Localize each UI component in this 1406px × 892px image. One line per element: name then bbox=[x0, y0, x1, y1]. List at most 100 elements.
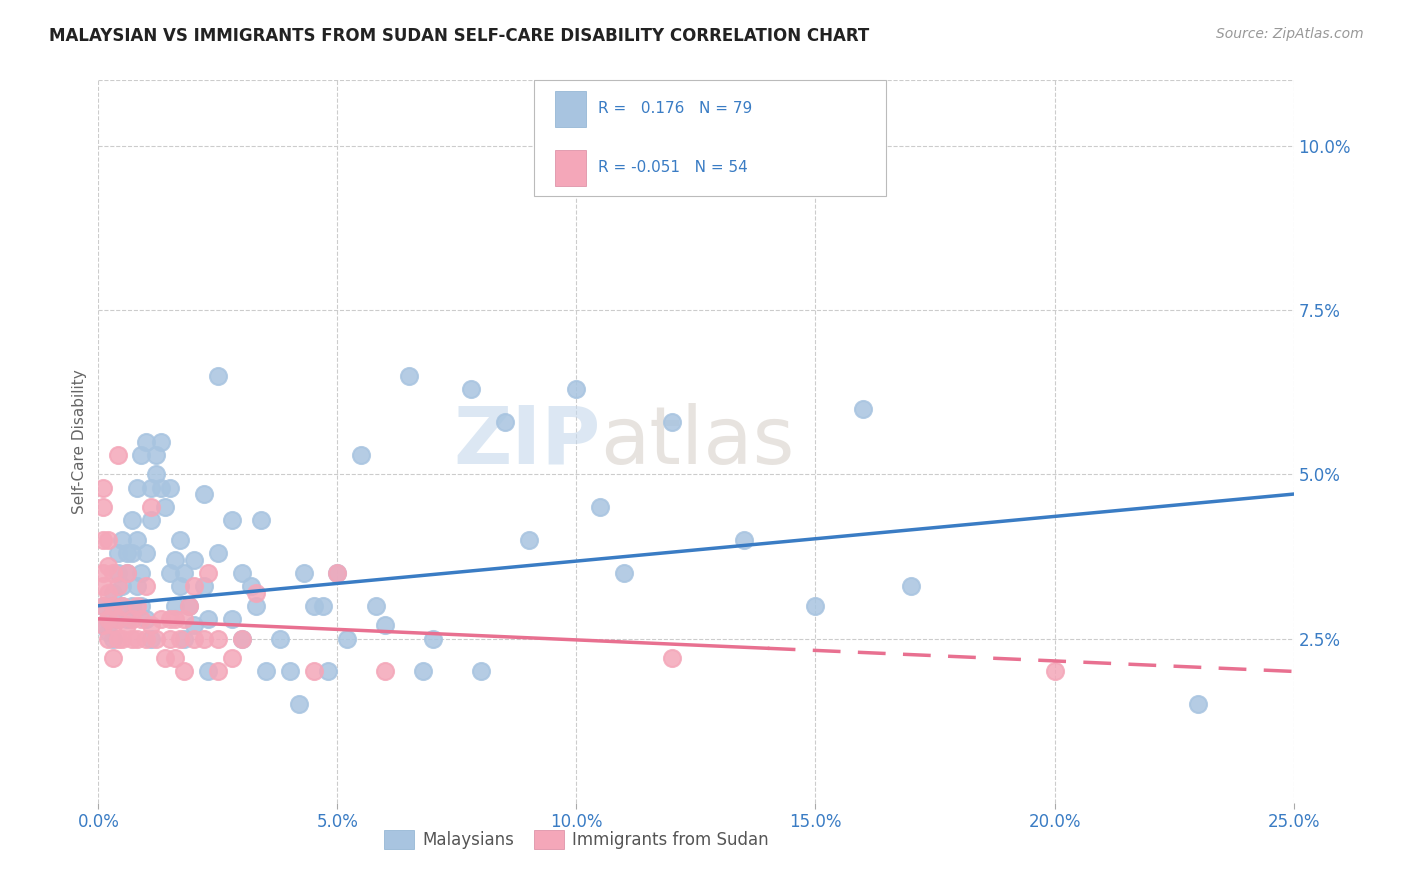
Text: atlas: atlas bbox=[600, 402, 794, 481]
Point bbox=[91, 599, 114, 613]
Point bbox=[292, 566, 315, 580]
Point bbox=[97, 612, 120, 626]
Point bbox=[107, 546, 129, 560]
Point bbox=[470, 665, 492, 679]
Point bbox=[111, 533, 134, 547]
Point bbox=[131, 612, 153, 626]
Point bbox=[121, 513, 143, 527]
Point bbox=[139, 632, 162, 646]
Point bbox=[159, 612, 181, 626]
Point bbox=[159, 632, 181, 646]
Point bbox=[661, 415, 683, 429]
Point bbox=[565, 382, 588, 396]
Point bbox=[269, 632, 291, 646]
Point bbox=[183, 618, 205, 632]
Text: MALAYSIAN VS IMMIGRANTS FROM SUDAN SELF-CARE DISABILITY CORRELATION CHART: MALAYSIAN VS IMMIGRANTS FROM SUDAN SELF-… bbox=[49, 27, 869, 45]
Point bbox=[111, 579, 134, 593]
Point bbox=[422, 632, 444, 646]
Point bbox=[163, 651, 186, 665]
Point bbox=[460, 382, 482, 396]
Point bbox=[121, 632, 143, 646]
Point bbox=[149, 434, 172, 449]
Point bbox=[135, 579, 157, 593]
Point bbox=[278, 665, 301, 679]
Point bbox=[250, 513, 273, 527]
Point bbox=[149, 612, 172, 626]
Point bbox=[312, 599, 335, 613]
Point bbox=[101, 599, 124, 613]
Point bbox=[139, 481, 162, 495]
Point bbox=[326, 566, 349, 580]
Point bbox=[107, 579, 129, 593]
Point bbox=[91, 500, 114, 515]
Point bbox=[131, 599, 153, 613]
Point bbox=[221, 651, 243, 665]
Point bbox=[254, 665, 277, 679]
Point bbox=[101, 618, 124, 632]
Point bbox=[316, 665, 339, 679]
Point bbox=[135, 546, 157, 560]
Point bbox=[139, 500, 162, 515]
Point bbox=[350, 448, 373, 462]
Point bbox=[613, 566, 636, 580]
Point bbox=[145, 632, 167, 646]
Point bbox=[374, 618, 396, 632]
Point bbox=[183, 579, 205, 593]
Point bbox=[111, 599, 134, 613]
Point bbox=[169, 533, 191, 547]
Point bbox=[91, 599, 114, 613]
Point bbox=[125, 599, 148, 613]
Point bbox=[336, 632, 359, 646]
Point bbox=[97, 585, 120, 599]
Point bbox=[163, 612, 186, 626]
Point bbox=[900, 579, 922, 593]
Point bbox=[121, 599, 143, 613]
Point bbox=[231, 632, 253, 646]
Point bbox=[412, 665, 434, 679]
Point bbox=[97, 559, 120, 574]
Point bbox=[155, 500, 177, 515]
Point bbox=[183, 632, 205, 646]
Point bbox=[661, 651, 683, 665]
Point bbox=[169, 579, 191, 593]
Point bbox=[517, 533, 540, 547]
Point bbox=[91, 618, 114, 632]
Point bbox=[101, 566, 124, 580]
Point bbox=[221, 513, 243, 527]
Point bbox=[125, 481, 148, 495]
Point bbox=[115, 566, 138, 580]
Point bbox=[91, 579, 114, 593]
Point bbox=[288, 698, 311, 712]
Point bbox=[193, 632, 215, 646]
Point bbox=[231, 566, 253, 580]
Point bbox=[326, 566, 349, 580]
Point bbox=[155, 651, 177, 665]
Point bbox=[139, 513, 162, 527]
Text: R = -0.051   N = 54: R = -0.051 N = 54 bbox=[598, 161, 748, 175]
Point bbox=[207, 632, 229, 646]
Point bbox=[101, 651, 124, 665]
Point bbox=[115, 612, 138, 626]
Point bbox=[107, 448, 129, 462]
Point bbox=[97, 612, 120, 626]
Point bbox=[207, 546, 229, 560]
Point bbox=[163, 553, 186, 567]
Point bbox=[107, 632, 129, 646]
Point bbox=[197, 612, 219, 626]
Point bbox=[173, 612, 195, 626]
Y-axis label: Self-Care Disability: Self-Care Disability bbox=[72, 369, 87, 514]
Point bbox=[125, 579, 148, 593]
Point bbox=[97, 625, 120, 640]
Point bbox=[173, 665, 195, 679]
Point bbox=[131, 566, 153, 580]
Point bbox=[240, 579, 263, 593]
Point bbox=[125, 533, 148, 547]
Point bbox=[131, 448, 153, 462]
Point bbox=[163, 599, 186, 613]
Point bbox=[97, 533, 120, 547]
Point bbox=[101, 585, 124, 599]
Point bbox=[169, 632, 191, 646]
Point bbox=[589, 500, 612, 515]
Point bbox=[804, 599, 827, 613]
Point bbox=[183, 553, 205, 567]
